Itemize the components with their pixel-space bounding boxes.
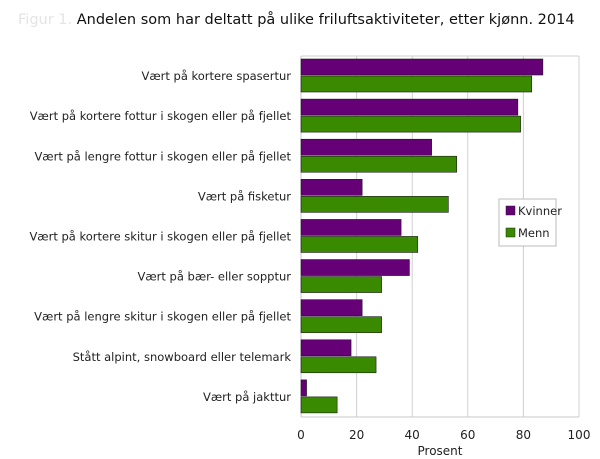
bar-kvinner: [300, 259, 410, 276]
category-label: Vært på kortere fottur i skogen eller på…: [30, 109, 292, 123]
bar-kvinner: [300, 58, 544, 76]
bar-kvinner: [300, 179, 363, 196]
bar-kvinner: [300, 379, 307, 397]
legend-label-kvinner: Kvinner: [518, 204, 562, 218]
chart-title-text: Andelen som har deltatt på ulike friluft…: [76, 12, 575, 28]
bar-kvinner: [300, 339, 352, 357]
category-label: Vært på fisketur: [198, 189, 291, 203]
category-label: Vært på kortere skitur i skogen eller på…: [29, 230, 291, 244]
category-label: Vært på kortere spasertur: [141, 69, 291, 83]
category-label: Stått alpint, snowboard eller telemark: [73, 350, 292, 364]
bar-menn: [300, 115, 521, 133]
figure-number: Figur 1.: [18, 12, 73, 28]
chart-title: Figur 1. Andelen som har deltatt på ulik…: [18, 12, 575, 28]
category-label: Vært på bær- eller sopptur: [137, 270, 291, 284]
bar-kvinner: [300, 138, 432, 156]
bar-menn: [300, 316, 382, 333]
bar-menn: [300, 276, 382, 293]
legend-swatch-menn: [505, 227, 516, 238]
bar-kvinner: [300, 219, 402, 236]
x-axis-label: Prosent: [418, 444, 463, 458]
x-tick-label: 100: [568, 428, 591, 442]
x-tick-label: 60: [460, 428, 475, 442]
bar-kvinner: [300, 98, 519, 116]
x-tick-label: 0: [297, 428, 305, 442]
category-label: Vært på lengre skitur i skogen eller på …: [34, 310, 291, 324]
x-tick-label: 20: [349, 428, 364, 442]
bar-menn: [300, 356, 377, 374]
bar-menn: [300, 75, 533, 93]
bar-menn: [300, 396, 338, 414]
legend-label-menn: Menn: [518, 226, 550, 240]
legend-swatch-kvinner: [505, 205, 516, 216]
category-label: Vært på jakttur: [203, 390, 291, 404]
category-label: Vært på lengre fottur i skogen eller på …: [34, 149, 291, 163]
bar-menn: [300, 236, 419, 253]
bar-menn: [300, 196, 449, 213]
x-tick-label: 80: [516, 428, 531, 442]
x-tick-label: 40: [405, 428, 420, 442]
bar-menn: [300, 155, 457, 173]
bar-kvinner: [300, 299, 363, 316]
